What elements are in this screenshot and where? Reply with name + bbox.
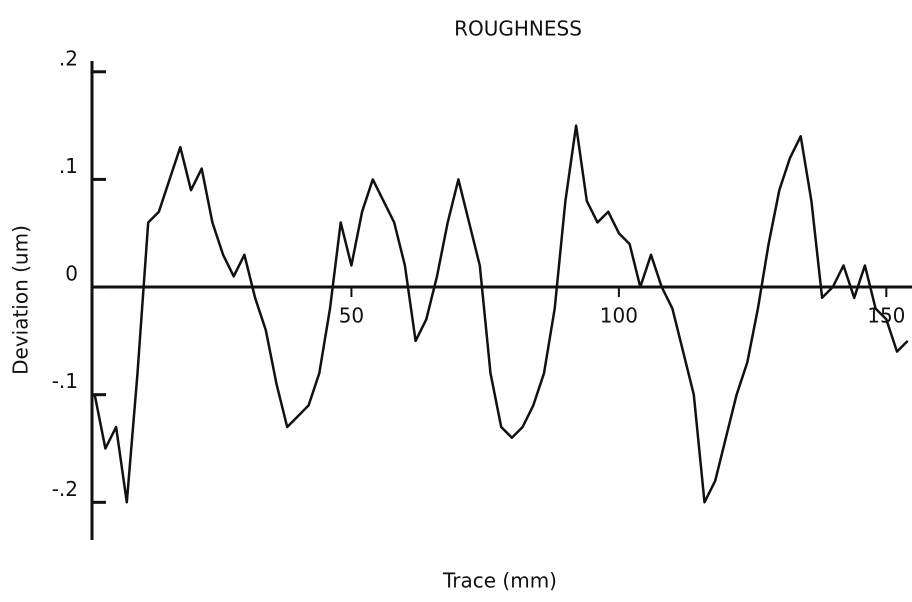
y-tick-label: .1 [59,154,78,178]
line-series [93,124,909,504]
y-tick-label: -.1 [52,369,78,393]
x-tick-label: 150 [867,304,905,328]
y-tick-label: 0 [65,262,78,286]
y-tick-label: -.2 [52,477,78,501]
y-axis-label: Deviation (um) [9,225,33,375]
y-tick-label: .2 [59,46,78,70]
x-tick-label: 100 [600,304,638,328]
chart-title: ROUGHNESS [454,17,582,41]
x-axis-label: Trace (mm) [442,569,557,593]
x-tick-label: 50 [339,304,364,328]
